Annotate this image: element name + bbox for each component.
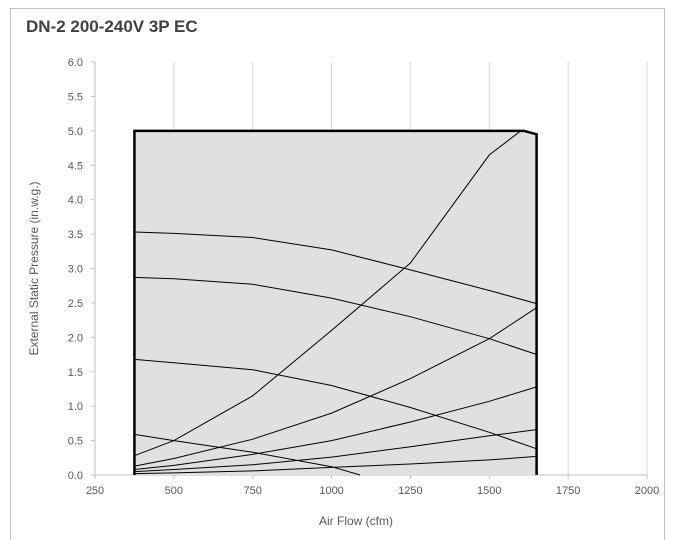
y-tick-label: 4.5 xyxy=(68,160,83,172)
y-tick-label: 6.0 xyxy=(68,57,83,69)
y-tick-label: 1.0 xyxy=(68,401,83,413)
y-tick-label: 1.5 xyxy=(68,367,83,379)
curve-layer xyxy=(134,130,537,476)
outline-layer xyxy=(133,129,538,475)
x-tick-label: 1500 xyxy=(477,485,501,497)
fan-curve xyxy=(134,433,361,476)
system-curve xyxy=(134,130,522,457)
chart-title: DN-2 200-240V 3P EC xyxy=(26,17,198,36)
x-tick-label: 500 xyxy=(165,485,183,497)
system-curve xyxy=(134,307,537,467)
operating-region-outline xyxy=(133,129,538,475)
x-tick-label: 750 xyxy=(244,485,262,497)
y-tick-label: 0.5 xyxy=(68,436,83,448)
y-tick-label: 5.5 xyxy=(68,91,83,103)
y-tick-label: 0.0 xyxy=(68,470,83,482)
system-curve xyxy=(134,455,537,475)
y-axis-label: External Static Pressure (in.w.g.) xyxy=(27,181,41,355)
x-tick-label: 2000 xyxy=(635,485,659,497)
x-tick-label: 1250 xyxy=(398,485,422,497)
y-tick-label: 2.5 xyxy=(68,298,83,310)
y-tick-label: 5.0 xyxy=(68,126,83,138)
fan-curve xyxy=(134,358,537,450)
y-tick-label: 4.0 xyxy=(68,195,83,207)
system-curve xyxy=(134,429,537,473)
fan-curve xyxy=(134,231,537,305)
x-tick-label: 1000 xyxy=(319,485,343,497)
tick-layer: 250 500 750 1000 1250 1500 1750 2000 0.0 0.5 1.0 1.… xyxy=(68,57,660,497)
x-axis-label: Air Flow (cfm) xyxy=(319,514,393,528)
region-layer xyxy=(134,130,537,476)
y-tick-label: 3.0 xyxy=(68,264,83,276)
y-tick-label: 2.0 xyxy=(68,332,83,344)
system-curve xyxy=(134,386,537,470)
y-tick-label: 3.5 xyxy=(68,229,83,241)
x-tick-label: 250 xyxy=(86,485,104,497)
operating-region xyxy=(134,130,537,476)
x-tick-label: 1750 xyxy=(556,485,580,497)
